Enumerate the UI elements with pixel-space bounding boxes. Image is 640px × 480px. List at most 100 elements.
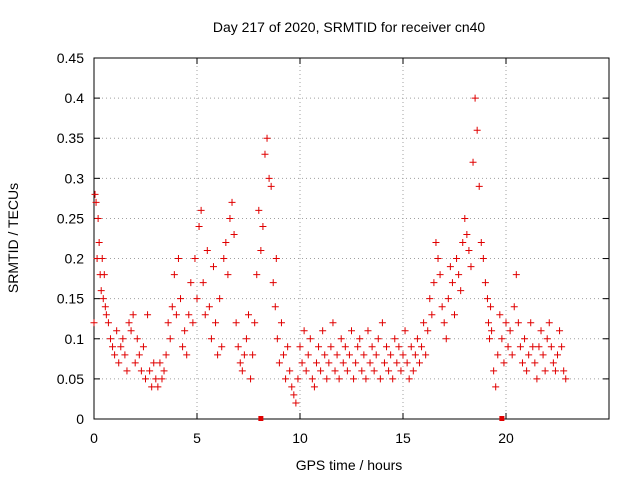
data-point [393, 359, 401, 367]
data-point [348, 327, 355, 335]
data-point [222, 239, 230, 247]
data-point [125, 319, 133, 327]
data-point [362, 375, 370, 383]
data-point [179, 343, 187, 351]
data-point [391, 335, 399, 343]
data-point [109, 343, 117, 351]
data-point [269, 279, 277, 287]
data-point [345, 351, 353, 359]
data-point [329, 319, 337, 327]
data-point [187, 279, 195, 287]
data-point [442, 335, 450, 343]
data-point [271, 303, 279, 311]
data-point [220, 255, 228, 263]
data-point [209, 263, 217, 271]
data-point [453, 255, 461, 263]
data-point [387, 351, 395, 359]
data-point [463, 230, 471, 238]
x-tick-label: 15 [395, 430, 411, 446]
data-point [137, 367, 145, 375]
data-point [315, 343, 323, 351]
data-point [337, 335, 345, 343]
data-point [533, 375, 541, 383]
data-point [102, 311, 110, 319]
data-point [117, 343, 125, 351]
data-point [547, 343, 555, 351]
data-point [424, 327, 432, 335]
data-point [401, 327, 409, 335]
data-point [286, 367, 294, 375]
data-point [247, 375, 255, 383]
data-point [123, 367, 131, 375]
data-point [374, 335, 382, 343]
data-point [506, 327, 514, 335]
data-point [560, 367, 568, 375]
data-point [543, 335, 551, 343]
data-point [319, 327, 327, 335]
x-tick-label: 10 [292, 430, 308, 446]
data-point [91, 190, 99, 198]
data-point [475, 182, 483, 190]
data-point [238, 367, 246, 375]
data-point [481, 279, 489, 287]
data-point [486, 335, 494, 343]
data-point [290, 391, 298, 399]
data-point [415, 359, 423, 367]
x-tick-label: 20 [498, 430, 514, 446]
data-point [352, 359, 360, 367]
data-point [426, 295, 434, 303]
data-point [121, 351, 129, 359]
data-point [350, 375, 358, 383]
data-point [385, 367, 393, 375]
data-point [378, 319, 386, 327]
data-point [558, 343, 566, 351]
data-point [133, 335, 141, 343]
data-point [531, 359, 539, 367]
data-point [94, 214, 102, 222]
y-tick-label: 0.35 [57, 130, 84, 146]
data-point [306, 335, 314, 343]
data-point [284, 343, 292, 351]
data-point [148, 383, 156, 391]
data-point [490, 367, 498, 375]
data-point [413, 335, 421, 343]
data-point [428, 311, 436, 319]
y-tick-label: 0.15 [57, 291, 84, 307]
x-axis-label: GPS time / hours [296, 457, 403, 473]
y-axis-label: SRMTID / TECUs [5, 183, 21, 293]
data-point [144, 311, 152, 319]
grid [94, 58, 609, 419]
data-point [469, 158, 477, 166]
data-point [312, 359, 320, 367]
data-point [310, 383, 318, 391]
data-point [430, 279, 438, 287]
data-point [422, 351, 430, 359]
data-point [174, 255, 182, 263]
data-point [265, 174, 273, 182]
y-tick-label: 0.2 [65, 251, 85, 267]
data-point [142, 375, 149, 383]
y-tick-label: 0.45 [57, 50, 84, 66]
data-point [245, 311, 252, 319]
data-point [177, 295, 185, 303]
data-point [203, 247, 211, 255]
data-point [255, 206, 263, 214]
data-point [549, 359, 557, 367]
data-point [467, 263, 475, 271]
data-point [331, 367, 339, 375]
data-point [224, 271, 232, 279]
zero-marker [258, 416, 264, 421]
data-point [172, 311, 180, 319]
y-tick-label: 0.25 [57, 210, 84, 226]
data-point [395, 343, 403, 351]
data-point [259, 222, 267, 230]
data-point [160, 367, 168, 375]
data-point [488, 327, 496, 335]
data-point [321, 351, 329, 359]
data-point [407, 343, 415, 351]
data-point [360, 351, 368, 359]
data-point [383, 343, 391, 351]
y-tick-label: 0 [76, 411, 84, 427]
data-point [302, 367, 310, 375]
data-point [212, 319, 220, 327]
